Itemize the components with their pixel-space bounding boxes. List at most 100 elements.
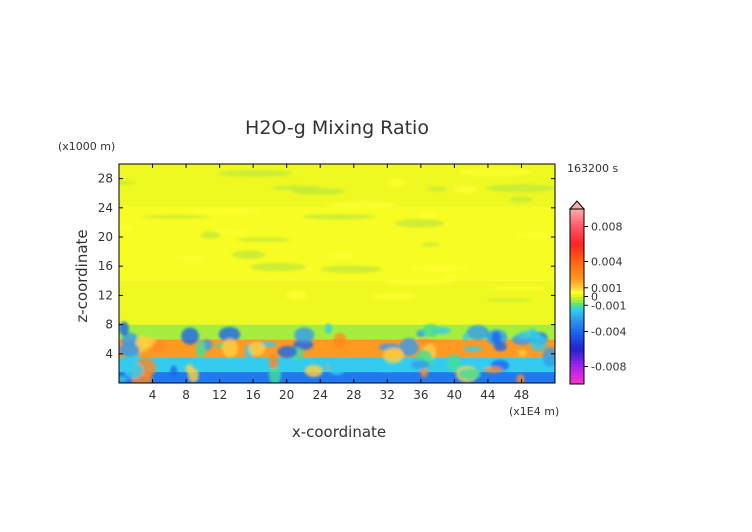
y-axis: 4 8 12 16 20 24 28 [98,172,555,361]
colorbar-label: -0.008 [591,361,626,374]
texture-blob [200,231,220,239]
texture-blob [383,347,404,364]
texture-blob [378,363,395,372]
colorbar-label: 0.001 [591,282,623,295]
colorbar-segment [570,267,584,271]
colorbar-segment [570,284,584,289]
colorbar-segment [570,293,584,297]
texture-blob [119,223,135,231]
texture-blob [447,353,461,373]
texture-blob [218,326,241,342]
texture-blob [185,364,194,374]
texture-blob [217,170,293,177]
x-tick-label: 8 [182,388,190,402]
colorbar-label: -0.001 [591,299,626,312]
texture-blob [463,346,483,353]
x-tick-label: 16 [246,388,261,402]
texture-blob [268,366,282,383]
colorbar-segment [570,334,584,338]
colorbar-segment [570,252,584,257]
texture-blob [509,196,533,203]
colorbar-label: -0.004 [591,326,626,339]
colorbar-label: 0.008 [591,221,623,234]
plot-area [119,164,555,383]
texture-blob [302,214,376,220]
texture-blob [466,325,489,341]
colorbar-segment [570,314,584,318]
colorbar-segment [570,217,584,222]
texture-blob [327,358,347,376]
colorbar-segment [570,363,584,367]
x-tick-label: 20 [279,388,294,402]
colorbar-segment [570,299,584,303]
texture-blob [492,286,547,291]
colorbar-label: 0.004 [591,256,623,269]
field-texture [119,168,555,383]
colorbar-segment [570,296,584,300]
y-tick-label: 20 [98,230,113,244]
colorbar-segment [570,211,584,216]
texture-blob [293,339,314,351]
x-tick-label: 28 [346,388,361,402]
colorbar-segment [570,261,584,265]
colorbar-segment [570,238,584,242]
x-axis: 4 8 12 16 20 24 28 32 36 40 44 48 [149,164,529,402]
y-tick-label: 4 [105,347,113,361]
texture-blob [119,180,136,185]
texture-blob [237,237,291,242]
texture-blob [411,360,430,370]
texture-blob [427,186,447,192]
x-tick-label: 24 [313,388,328,402]
texture-blob [152,341,166,353]
texture-blob [393,219,445,228]
colorbar-segment [570,302,584,306]
texture-blob [399,337,419,357]
colorbar-segment [570,369,584,373]
texture-blob [325,201,399,208]
colorbar-segment [570,220,584,225]
texture-blob [141,215,211,219]
colorbar-segment [570,287,584,292]
texture-blob [181,327,199,345]
colorbar-segment [570,264,584,268]
texture-blob [174,255,208,261]
texture-blob [486,298,532,302]
colorbar-segment [570,308,584,312]
colorbar-segment [570,270,584,274]
x-tick-label: 12 [212,388,227,402]
y-tick-label: 16 [98,259,113,273]
x-tick-label: 32 [380,388,395,402]
texture-blob [222,338,238,358]
time-label: 163200 s [567,162,618,175]
colorbar-segment [570,346,584,350]
x-tick-label: 44 [480,388,495,402]
texture-blob [479,362,492,369]
colorbar-segment [570,214,584,219]
y-unit-label: (x1000 m) [58,140,115,153]
colorbar-label: 0 [591,291,598,304]
colorbar-segment [570,246,584,251]
heatmap-band [119,280,555,325]
texture-blob [195,340,206,359]
colorbar-segment [570,290,584,295]
colorbar-segment [570,226,584,230]
colorbar-segment [570,244,584,248]
texture-blob [320,265,382,273]
colorbar-segment [570,258,584,262]
x-unit-label: (x1E4 m) [509,405,559,418]
texture-blob [422,323,439,338]
colorbar-segment [570,209,584,213]
texture-blob [372,292,417,300]
colorbar-segment [570,319,584,324]
colorbar-segment [570,229,584,233]
texture-blob [170,365,178,378]
y-tick-label: 8 [105,318,113,332]
colorbar-segment [570,360,584,365]
texture-blob [286,290,307,300]
colorbar-segment [570,331,584,335]
colorbar-segment [570,223,584,227]
colorbar-segment [570,343,584,347]
chart-title: H2O-g Mixing Ratio [245,117,429,139]
y-axis-label: z-coordinate [73,229,91,322]
texture-blob [250,262,307,272]
